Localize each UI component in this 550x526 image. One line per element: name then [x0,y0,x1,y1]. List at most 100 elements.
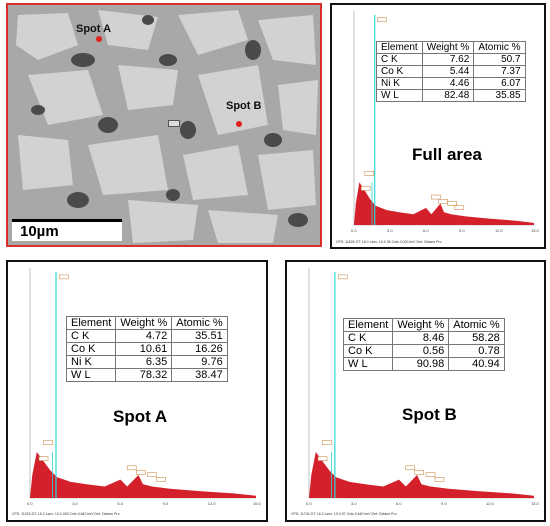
peak-tag [434,477,445,482]
peak-tag [147,472,157,477]
spectrum-plot: 0.0 3.0 6.0 9.0 12.0 15.0 [351,11,540,233]
spectrum-title: Spot B [402,405,457,424]
spectrum-footer: CPS: 11704 DT: 16.3 Lsec: 10.0 97 Cnts 0… [291,512,397,516]
peak-tag [360,186,371,191]
spectrum-footer: CPS: 11826 DT: 16.0 Lsec: 10.0 36 Cnts 0… [336,240,442,244]
cell-atomic: 0.78 [448,344,505,358]
x-tick-label: 6.0 [423,228,429,233]
roi-box [168,120,180,127]
cell-element: W L [376,89,423,102]
composition-table: Element Weight % Atomic % C K 8.46 58.28… [342,318,505,371]
x-tick-label: 12.0 [486,501,495,506]
peak-tag [338,274,348,280]
peak-tag [43,440,53,445]
spectrum-panel-spot-b: 0.0 3.0 6.0 9.0 12.0 15.0 Element Weight % At… [285,260,546,522]
x-tick-label: 15.0 [531,501,540,506]
peak-tag [38,456,49,461]
col-weight: Weight % [421,41,475,54]
cell-element: Co K [65,342,117,356]
cell-atomic: 35.85 [473,89,526,102]
cell-atomic: 38.47 [171,368,228,382]
cell-atomic: 9.76 [171,355,228,369]
spectrum-title: Full area [412,145,482,164]
cell-atomic: 35.51 [171,329,228,343]
cell-atomic: 50.7 [473,53,526,66]
table-row: W L 82.48 35.85 [376,89,526,102]
x-tick-label: 3.0 [351,501,357,506]
peak-tag [317,456,328,461]
x-tick-label: 15.0 [253,501,262,506]
table-row: Ni K 6.35 9.76 [65,355,228,369]
cell-weight: 6.35 [115,355,173,369]
x-tick-label: 9.0 [163,501,169,506]
peak-tag [405,465,415,471]
cell-element: Ni K [376,77,423,90]
cell-element: Ni K [65,355,117,369]
cell-atomic: 40.94 [448,357,505,371]
spectrum-panel-spot-a: 0.0 3.0 6.0 9.0 12.0 15.0 Element Weight % At… [6,260,268,522]
cell-weight: 7.62 [421,53,475,66]
cell-weight: 82.48 [421,89,475,102]
x-tick-label: 12.0 [208,501,217,506]
cell-element: Co K [342,344,394,358]
cell-weight: 4.72 [115,329,173,343]
table-row: W L 90.98 40.94 [342,357,505,371]
x-tick-label: 0.0 [351,228,357,233]
col-atomic: Atomic % [448,318,505,332]
cell-weight: 4.46 [421,77,475,90]
spot-b-marker [236,121,242,127]
cell-atomic: 16.26 [171,342,228,356]
scale-bar-label: 10µm [20,223,59,240]
col-element: Element [342,318,394,332]
spectrum-title: Spot A [113,407,168,426]
x-tick-label: 9.0 [441,501,447,506]
cell-element: C K [65,329,117,343]
cell-atomic: 58.28 [448,331,505,345]
x-tick-label: 9.0 [459,228,465,233]
spectrum-footer: CPS: 11915 DT: 16.2 Lsec: 10.0 245 Cnts … [12,512,120,516]
table-row: C K 8.46 58.28 [342,331,505,345]
cell-atomic: 7.37 [473,65,526,78]
x-tick-label: 0.0 [306,501,312,506]
peak-tag [135,470,146,475]
peak-tag [364,171,375,176]
spot-a-label: Spot A [76,23,112,35]
x-tick-label: 6.0 [396,501,402,506]
cell-element: W L [65,368,117,382]
x-tick-label: 6.0 [117,501,123,506]
table-row: Co K 10.61 16.26 [65,342,228,356]
x-tick-label: 3.0 [72,501,78,506]
table-row: Ni K 4.46 6.07 [376,77,526,90]
cell-weight: 78.32 [115,368,173,382]
cell-element: Co K [376,65,423,78]
table-row: C K 4.72 35.51 [65,329,228,343]
table-row: C K 7.62 50.7 [376,53,526,66]
spectrum-plot: 0.0 3.0 6.0 9.0 12.0 15.0 [306,268,540,506]
table-header-row: Element Weight % Atomic % [342,318,505,332]
cell-element: W L [342,357,394,371]
spectrum-area [30,452,256,498]
cell-weight: 90.98 [392,357,450,371]
x-tick-label: 3.0 [387,228,393,233]
peak-tag [438,199,448,204]
cell-weight: 8.46 [392,331,450,345]
x-tick-label: 15.0 [531,228,540,233]
col-atomic: Atomic % [171,316,228,330]
spectrum-area [354,182,534,225]
x-tick-label: 12.0 [495,228,504,233]
scale-bar: 10µm [12,219,122,241]
cell-element: C K [342,331,394,345]
col-atomic: Atomic % [473,41,526,54]
cell-weight: 5.44 [421,65,475,78]
x-tick-label: 0.0 [27,501,33,506]
peak-tag [425,472,436,477]
spectrum-area [309,452,534,498]
peak-tag [414,470,424,475]
peak-tag [156,477,166,482]
spot-b-label: Spot B [226,100,262,112]
col-element: Element [65,316,117,330]
spectrum-plot: 0.0 3.0 6.0 9.0 12.0 15.0 [27,268,262,506]
table-row: Co K 0.56 0.78 [342,344,505,358]
cell-atomic: 6.07 [473,77,526,90]
peak-tag [322,440,332,445]
